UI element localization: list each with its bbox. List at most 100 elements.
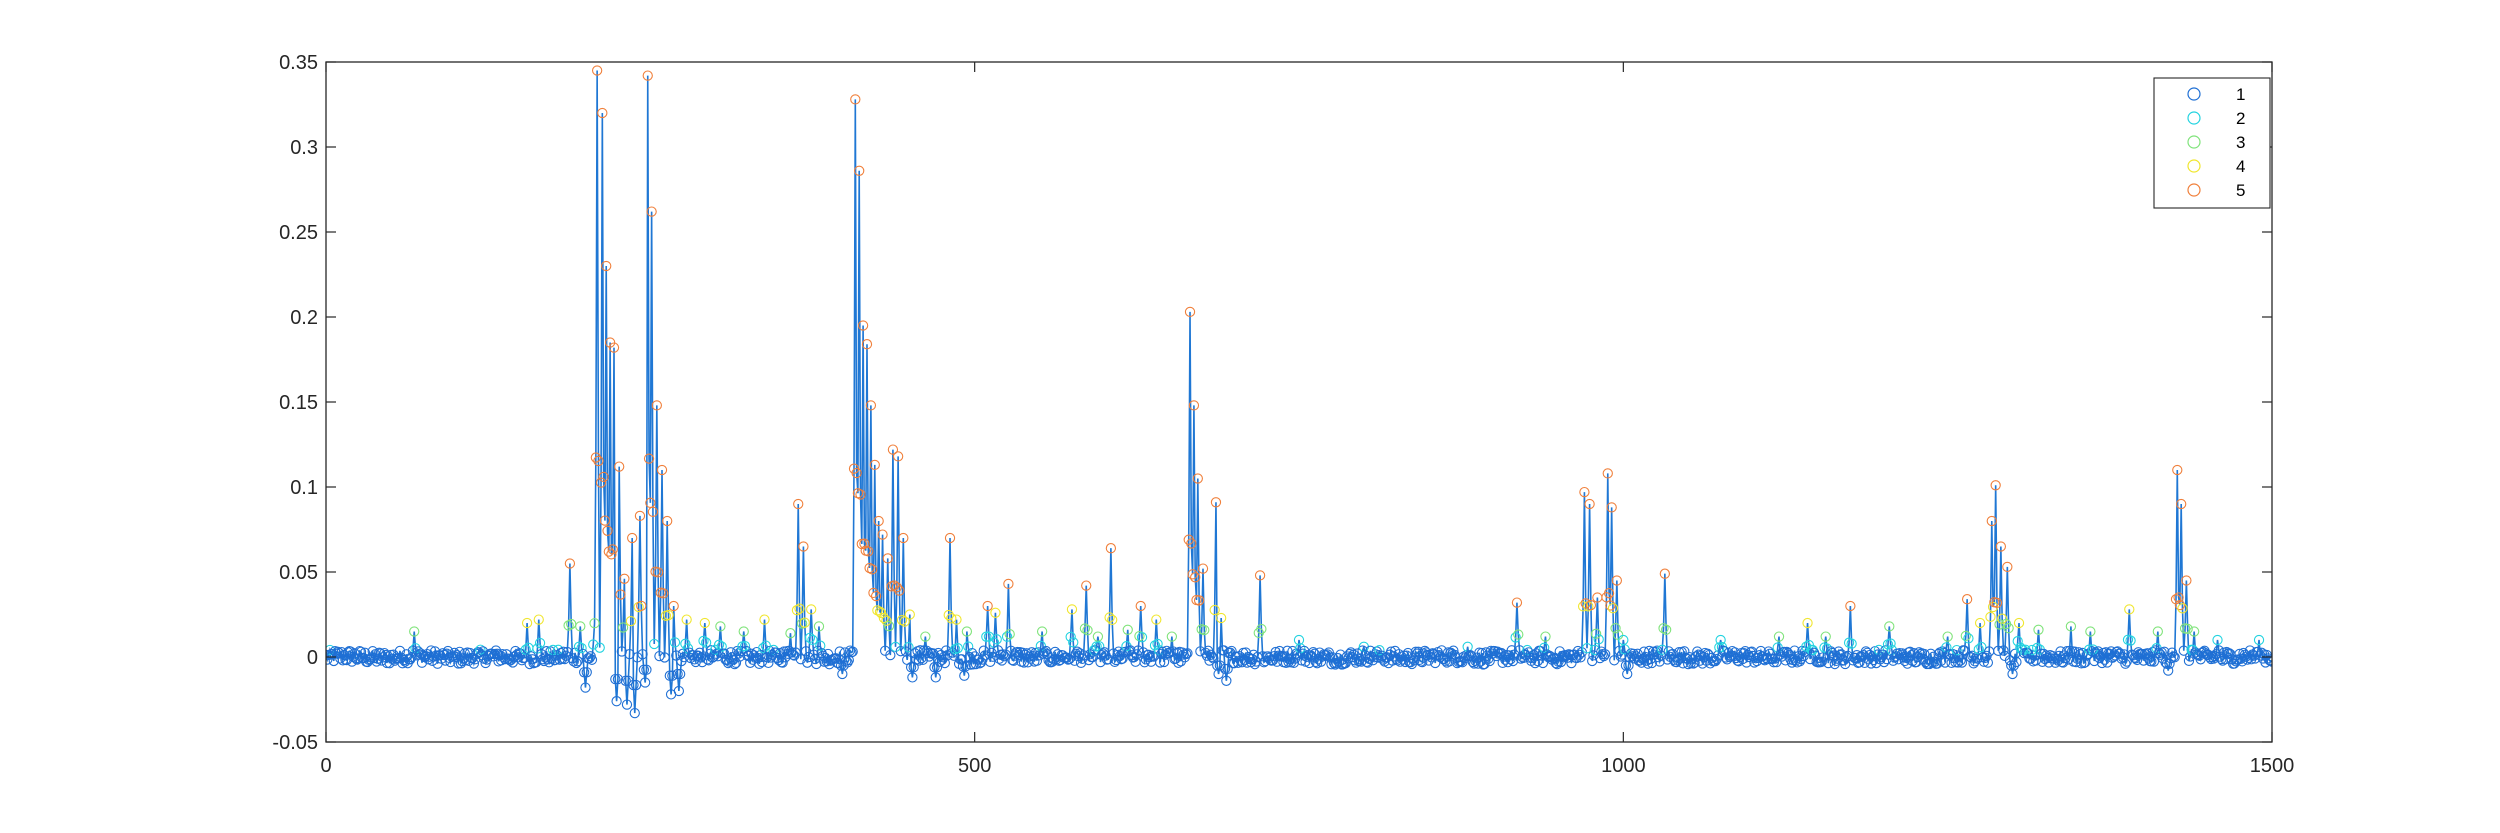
data-point [642, 70, 653, 81]
data-point [1001, 631, 1013, 642]
data-point [1039, 647, 1050, 658]
data-point [2196, 647, 2208, 659]
data-point [602, 525, 613, 536]
data-point [2256, 647, 2267, 658]
data-point [1352, 648, 1363, 659]
data-point [620, 675, 631, 686]
data-point [1161, 645, 1172, 656]
data-point [1274, 645, 1285, 657]
data-point [1004, 628, 1015, 640]
data-point [1590, 628, 1602, 639]
data-point [581, 667, 592, 678]
y-tick-label: 0.35 [279, 52, 318, 74]
data-point [894, 585, 905, 596]
data-point [647, 506, 659, 517]
data-point [1104, 612, 1115, 623]
legend-box [2153, 77, 2271, 209]
data-point [1537, 657, 1549, 669]
data-point [1603, 588, 1615, 599]
data-point [1293, 634, 1305, 646]
data-point [1820, 631, 1831, 642]
data-point [616, 646, 627, 657]
data-point [1388, 651, 1399, 662]
data-point [575, 621, 586, 632]
data-point [1942, 631, 1953, 642]
data-point [2003, 623, 2014, 634]
data-point [1122, 624, 1133, 635]
data-point [638, 664, 649, 675]
data-point [695, 652, 707, 663]
data-point [1802, 617, 1813, 629]
data-point [1158, 656, 1170, 668]
data-point [876, 607, 887, 619]
data-point [707, 652, 718, 663]
data-point [777, 657, 788, 668]
data-point [555, 647, 566, 659]
data-point [1374, 645, 1385, 656]
data-point [1974, 617, 1986, 629]
data-point [711, 648, 722, 660]
data-point [817, 650, 829, 661]
data-point [617, 622, 629, 633]
data-point [1256, 623, 1267, 635]
data-point [335, 653, 346, 664]
data-point [878, 612, 889, 624]
data-point [869, 459, 880, 471]
data-point [1510, 632, 1521, 643]
data-point [758, 642, 769, 654]
data-point [863, 546, 874, 557]
data-point [468, 658, 480, 669]
data-point [865, 400, 877, 411]
data-point [2125, 635, 2136, 646]
data-point [520, 644, 531, 655]
data-point [1846, 638, 1857, 649]
data-point [649, 638, 660, 650]
data-point [1622, 668, 1633, 680]
data-point [1597, 649, 1608, 660]
data-point [451, 650, 463, 661]
data-point [983, 631, 995, 642]
data-point [1221, 675, 1232, 686]
data-point [786, 647, 797, 658]
data-point [1296, 655, 1307, 666]
data-point [885, 649, 896, 661]
data-point [632, 652, 643, 663]
data-point [913, 655, 925, 666]
data-point [891, 582, 902, 593]
data-point [2161, 658, 2173, 669]
data-point [791, 605, 803, 616]
data-point [1135, 600, 1146, 612]
data-point [990, 607, 1001, 618]
data-point [2069, 646, 2080, 657]
data-point [1065, 631, 1076, 643]
x-tick-label: 1000 [1601, 755, 1646, 777]
data-point [1322, 649, 1333, 660]
data-point [907, 672, 918, 683]
data-point [889, 580, 900, 591]
data-point [1197, 563, 1209, 574]
data-point [1976, 641, 1987, 653]
data-point [867, 564, 878, 575]
data-point [943, 609, 954, 621]
data-point [2033, 624, 2044, 635]
data-point [1120, 646, 1131, 657]
data-point [1375, 652, 1386, 663]
data-point [572, 656, 583, 667]
data-point [2170, 594, 2182, 605]
data-point [533, 614, 544, 625]
data-point [974, 658, 986, 669]
data-point [2004, 655, 2016, 666]
data-point [1679, 646, 1690, 657]
data-point [1816, 656, 1827, 667]
data-point [1959, 645, 1970, 656]
data-point [669, 637, 681, 648]
legend-label: 2 [2236, 109, 2245, 128]
data-point [929, 662, 940, 673]
legend-label: 4 [2236, 157, 2245, 176]
y-tick-label: 0.1 [290, 477, 318, 499]
data-point [1304, 657, 1315, 669]
data-point [1349, 655, 1360, 666]
data-point [1779, 646, 1790, 658]
data-point [1794, 656, 1805, 667]
data-point [659, 652, 670, 663]
